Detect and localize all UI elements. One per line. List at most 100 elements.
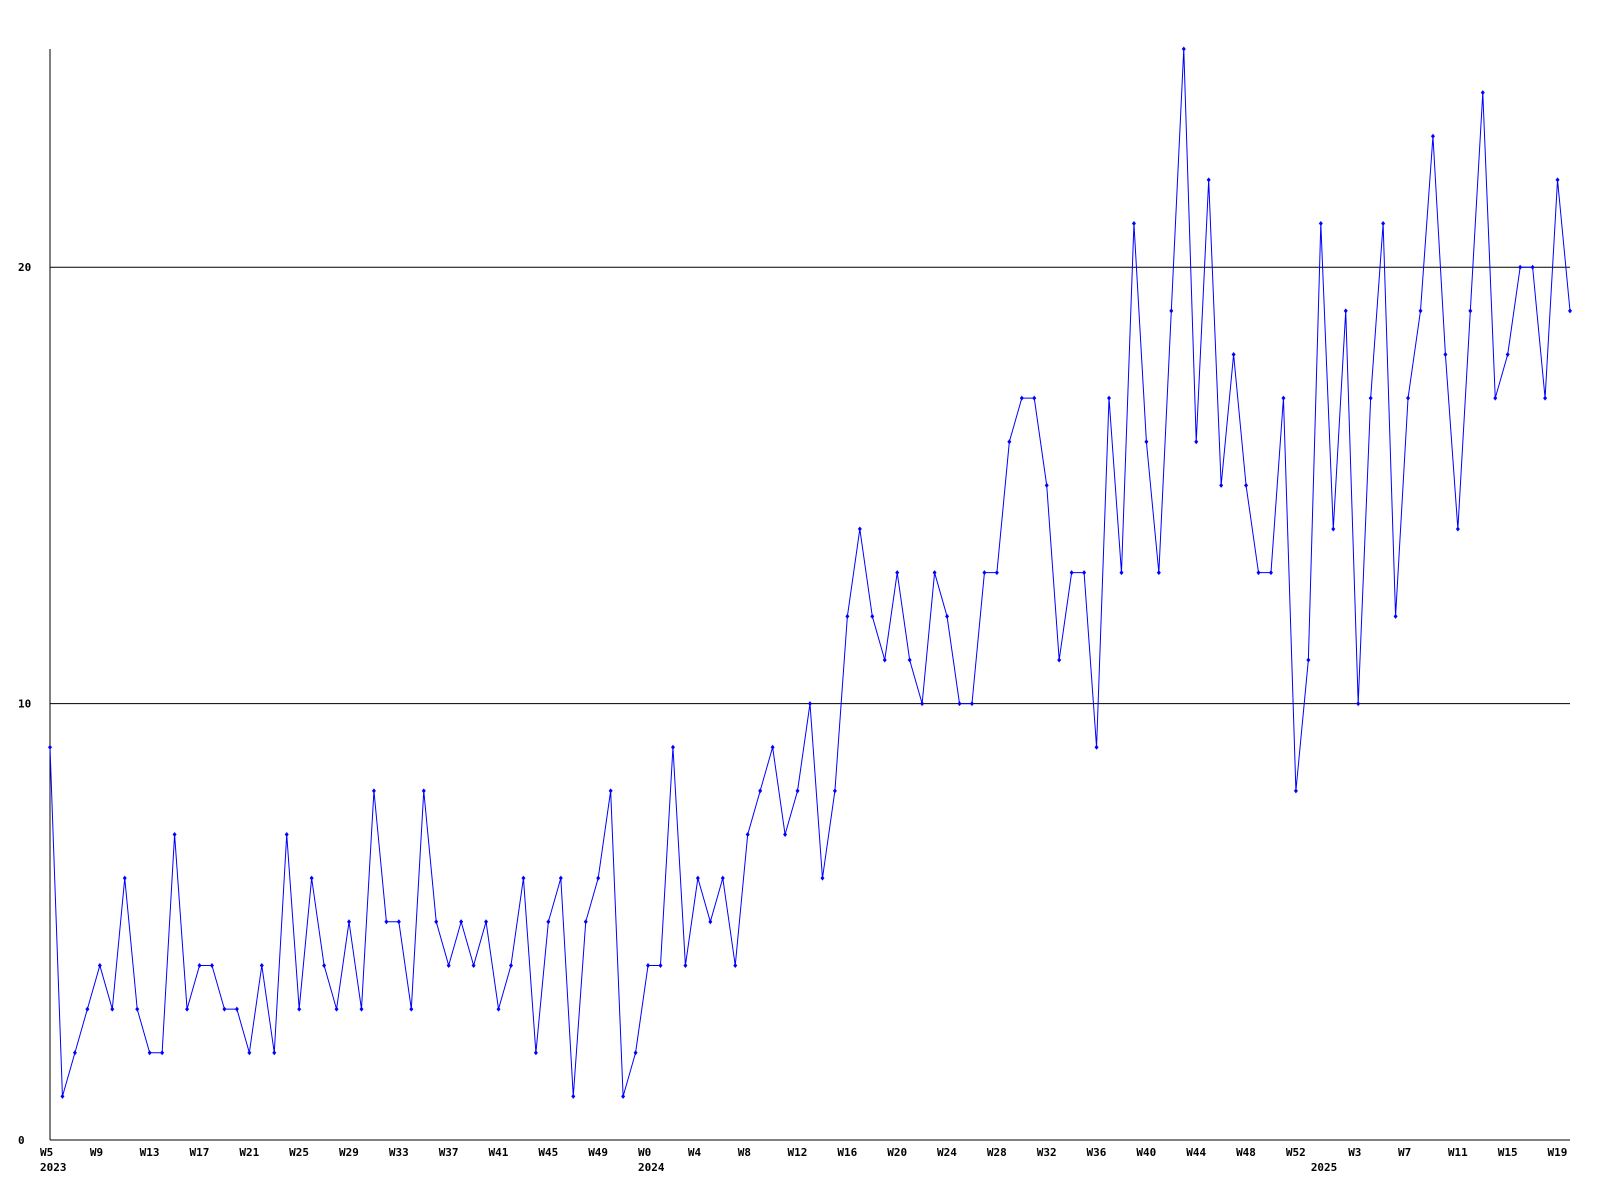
- point-marker: [409, 1006, 414, 1012]
- point-marker: [521, 875, 526, 881]
- point-marker: [1568, 308, 1572, 314]
- point-marker: [733, 962, 738, 968]
- x-tick-label: W41: [489, 1146, 509, 1159]
- point-marker: [720, 875, 725, 881]
- x-tick-label: W13: [140, 1146, 160, 1159]
- x-tick-label: W52: [1286, 1146, 1306, 1159]
- point-marker: [172, 832, 177, 838]
- point-marker: [969, 701, 974, 707]
- point-marker: [1206, 177, 1211, 183]
- point-marker: [895, 570, 900, 576]
- y-tick-label: 0: [18, 1134, 25, 1147]
- point-marker: [1194, 439, 1199, 445]
- x-tick-label: W3: [1348, 1146, 1361, 1159]
- point-marker: [695, 875, 700, 881]
- point-marker: [309, 875, 314, 881]
- point-marker: [384, 919, 389, 925]
- point-marker: [222, 1006, 227, 1012]
- x-tick-label: W17: [190, 1146, 210, 1159]
- point-marker: [1119, 570, 1124, 576]
- point-marker: [122, 875, 127, 881]
- x-tick-label: W28: [987, 1146, 1007, 1159]
- point-marker: [421, 788, 426, 794]
- point-marker: [608, 788, 613, 794]
- point-marker: [621, 1093, 626, 1099]
- point-marker: [1019, 395, 1024, 401]
- point-marker: [758, 788, 763, 794]
- x-tick-label: W15: [1498, 1146, 1518, 1159]
- point-marker: [882, 657, 887, 663]
- point-marker: [147, 1050, 152, 1056]
- point-marker: [571, 1093, 576, 1099]
- x-tick-label: W44: [1186, 1146, 1206, 1159]
- x-tick-label: W5: [40, 1146, 53, 1159]
- point-marker: [646, 962, 651, 968]
- x-tick-label: W36: [1087, 1146, 1107, 1159]
- x-tick-label: W20: [887, 1146, 907, 1159]
- point-marker: [994, 570, 999, 576]
- point-marker: [1505, 351, 1510, 357]
- x-tick-label: W45: [538, 1146, 558, 1159]
- point-marker: [135, 1006, 140, 1012]
- point-marker: [1256, 570, 1261, 576]
- point-marker: [334, 1006, 339, 1012]
- point-marker: [1343, 308, 1348, 314]
- point-marker: [596, 875, 601, 881]
- point-marker: [857, 526, 862, 532]
- point-marker: [670, 744, 675, 750]
- point-marker: [1007, 439, 1012, 445]
- x-tick-label: W25: [289, 1146, 309, 1159]
- point-marker: [272, 1050, 277, 1056]
- point-marker: [795, 788, 800, 794]
- y-tick-label: 20: [18, 261, 31, 274]
- point-marker: [160, 1050, 165, 1056]
- point-marker: [808, 701, 812, 707]
- point-marker: [259, 962, 264, 968]
- point-marker: [1406, 395, 1411, 401]
- point-marker: [870, 613, 875, 619]
- point-marker: [932, 570, 937, 576]
- x-tick-label: W40: [1136, 1146, 1156, 1159]
- point-marker: [533, 1050, 538, 1056]
- x-year-label: 2023: [40, 1161, 67, 1174]
- x-tick-label: W4: [688, 1146, 702, 1159]
- point-marker: [1368, 395, 1373, 401]
- point-marker: [1107, 395, 1112, 401]
- point-marker: [1156, 570, 1161, 576]
- point-marker: [633, 1050, 638, 1056]
- point-marker: [359, 1006, 364, 1012]
- point-marker: [1181, 46, 1186, 52]
- point-marker: [197, 962, 202, 968]
- x-tick-label: W9: [90, 1146, 103, 1159]
- point-marker: [558, 875, 563, 881]
- x-tick-label: W24: [937, 1146, 957, 1159]
- point-marker: [1293, 788, 1298, 794]
- point-marker: [1418, 308, 1423, 314]
- point-marker: [247, 1050, 252, 1056]
- point-marker: [982, 570, 987, 576]
- point-marker: [496, 1006, 501, 1012]
- point-marker: [1268, 570, 1273, 576]
- point-marker: [1318, 221, 1323, 227]
- point-marker: [1219, 482, 1224, 488]
- point-marker: [1044, 482, 1049, 488]
- x-year-label: 2025: [1311, 1161, 1338, 1174]
- point-marker: [72, 1050, 77, 1056]
- point-marker: [1430, 133, 1435, 139]
- x-tick-label: W29: [339, 1146, 359, 1159]
- point-marker: [60, 1093, 65, 1099]
- x-tick-label: W0: [638, 1146, 651, 1159]
- point-marker: [85, 1006, 90, 1012]
- point-marker: [957, 701, 962, 707]
- point-marker: [920, 701, 925, 707]
- point-marker: [1094, 744, 1099, 750]
- point-marker: [1331, 526, 1336, 532]
- point-marker: [484, 919, 489, 925]
- x-tick-label: W32: [1037, 1146, 1057, 1159]
- point-marker: [1480, 90, 1485, 96]
- point-marker: [1306, 657, 1311, 663]
- point-marker: [185, 1006, 190, 1012]
- x-tick-label: W12: [788, 1146, 808, 1159]
